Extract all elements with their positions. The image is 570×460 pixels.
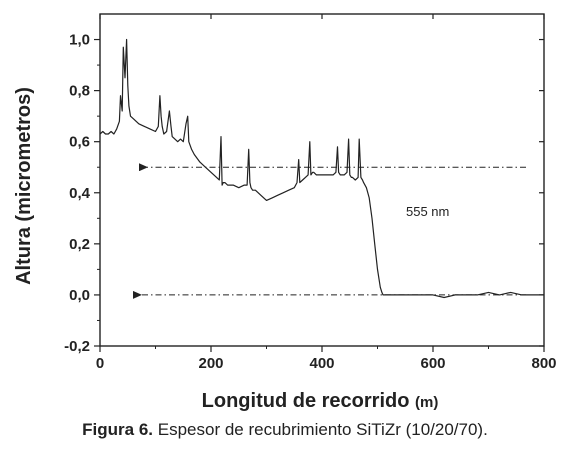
annotation-thickness: 555 nm (406, 204, 449, 219)
x-axis-title: Longitud de recorrido (m) (202, 390, 439, 412)
y-tick-label: 0,2 (69, 236, 90, 253)
y-tick-label: 0,6 (69, 134, 90, 151)
chart: 0 200 400 600 800 -0,2 0,0 0,2 0,4 0,6 0,8 1,0 555 … (13, 13, 557, 412)
x-tick-label: 400 (309, 355, 334, 372)
figure-caption: Figura 6. Espesor de recubrimiento SiTiZ… (0, 420, 570, 440)
series-line (99, 38, 544, 299)
y-tick-label: 0,4 (69, 185, 91, 202)
caption-text: Espesor de recubrimiento SiTiZr (10/20/7… (153, 420, 488, 439)
plot-border (99, 13, 545, 347)
x-tick-label: 0 (96, 355, 104, 372)
y-tick-label: 0,0 (69, 287, 90, 304)
x-axis-title-unit: (m) (415, 394, 438, 411)
x-axis-title-text: Longitud de recorrido (202, 390, 415, 412)
y-axis-title: Altura (micrometros) (13, 87, 35, 285)
y-tick-label: 1,0 (69, 32, 90, 49)
x-tick-label: 800 (531, 355, 556, 372)
x-tick-label: 200 (198, 355, 223, 372)
caption-label: Figura 6. (82, 420, 154, 439)
x-tick-label: 600 (420, 355, 445, 372)
y-tick-label: -0,2 (64, 338, 90, 355)
y-tick-label: 0,8 (69, 83, 90, 100)
